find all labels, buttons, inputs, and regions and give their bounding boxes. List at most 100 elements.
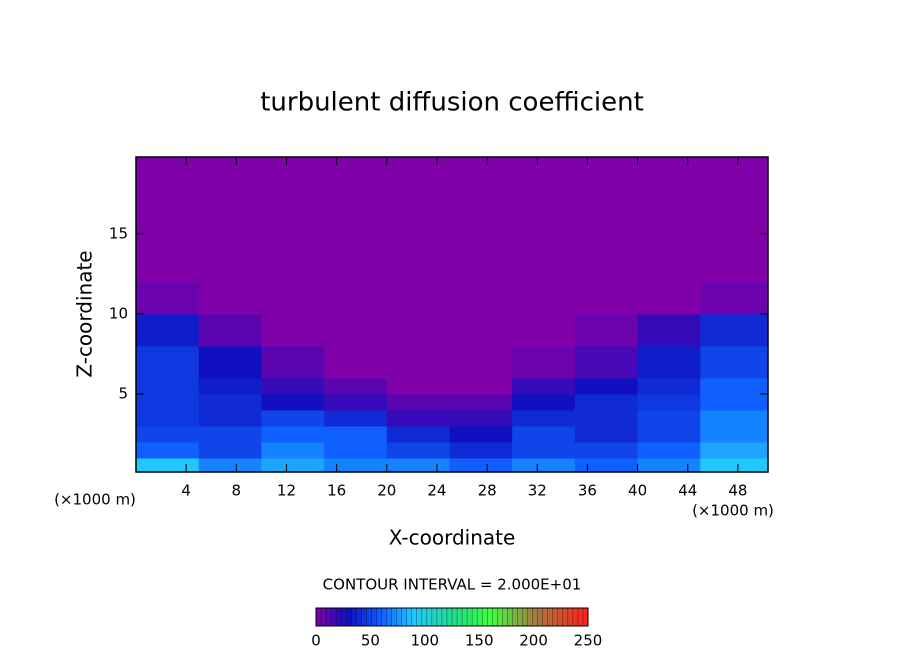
x-tick-label: 24 xyxy=(427,482,446,500)
x-tick-label: 4 xyxy=(181,482,191,500)
colorbar-swatch xyxy=(401,608,407,626)
cell xyxy=(512,345,576,379)
cell xyxy=(198,457,262,473)
colorbar-swatch xyxy=(416,608,423,626)
cell xyxy=(637,441,701,459)
colorbar-swatch xyxy=(326,608,332,626)
colorbar-swatch xyxy=(366,608,372,626)
cell xyxy=(386,157,450,283)
cell xyxy=(386,313,450,347)
x-unit-label: (×1000 m) xyxy=(54,491,136,509)
cell xyxy=(198,425,262,443)
cell xyxy=(136,313,200,347)
cell xyxy=(574,313,639,347)
cell xyxy=(574,157,639,283)
cell xyxy=(574,345,639,379)
cell xyxy=(512,313,576,347)
colorbar-swatch xyxy=(482,608,488,626)
cell xyxy=(324,441,388,459)
cell xyxy=(386,409,450,427)
x-tick-label: 8 xyxy=(232,482,242,500)
cell xyxy=(449,281,513,315)
cell xyxy=(449,313,513,347)
colorbar-swatch xyxy=(446,608,453,626)
colorbar-swatch xyxy=(567,608,574,626)
cell xyxy=(198,377,262,395)
plot-frame xyxy=(135,156,769,473)
colorbar-swatch xyxy=(396,608,402,626)
colorbar-swatch xyxy=(436,608,443,626)
colorbar-swatch xyxy=(492,608,498,626)
x-tick-label: 20 xyxy=(377,482,396,500)
cell xyxy=(512,157,576,283)
cell xyxy=(324,409,388,427)
x-tick-label: 28 xyxy=(478,482,497,500)
colorbar-swatch xyxy=(522,608,528,626)
y-tick-label: 10 xyxy=(109,304,128,322)
cell xyxy=(574,425,639,443)
cell xyxy=(449,345,513,379)
cell xyxy=(700,281,769,315)
colorbar-tick-label: 50 xyxy=(361,632,380,650)
colorbar-swatch xyxy=(411,608,418,626)
cell xyxy=(198,281,262,315)
colorbar-swatch xyxy=(512,608,518,626)
colorbar-swatch xyxy=(346,608,352,626)
colorbar-swatch xyxy=(351,608,357,626)
cell xyxy=(637,425,701,443)
cell xyxy=(449,457,513,473)
cell xyxy=(512,409,576,427)
colorbar-swatch xyxy=(321,608,327,626)
cell xyxy=(261,345,325,379)
cell xyxy=(449,157,513,283)
colorbar-swatch xyxy=(502,608,508,626)
colorbar-swatch xyxy=(507,608,513,626)
cell xyxy=(637,281,701,315)
cell xyxy=(700,313,769,347)
cell xyxy=(386,345,450,379)
colorbar-swatch xyxy=(517,608,523,626)
colorbar-tick-label: 100 xyxy=(410,632,439,650)
colorbar-swatch xyxy=(557,608,564,626)
cell xyxy=(261,281,325,315)
cell xyxy=(512,425,576,443)
x-tick-label: 40 xyxy=(628,482,647,500)
cell xyxy=(324,345,388,379)
colorbar-swatch xyxy=(582,608,589,626)
cell xyxy=(574,393,639,411)
cell xyxy=(449,441,513,459)
cell xyxy=(198,157,262,283)
cell xyxy=(324,313,388,347)
cell xyxy=(198,441,262,459)
colorbar-swatch xyxy=(552,608,559,626)
cell xyxy=(700,425,769,443)
colorbar-swatch xyxy=(361,608,367,626)
cell xyxy=(700,377,769,395)
cell xyxy=(324,281,388,315)
colorbar-swatch xyxy=(431,608,438,626)
colorbar-swatch xyxy=(316,608,322,626)
cell xyxy=(637,409,701,427)
cell xyxy=(637,393,701,411)
colorbar-tick-label: 150 xyxy=(465,632,494,650)
cell xyxy=(261,441,325,459)
colorbar-swatch xyxy=(527,608,533,626)
cell xyxy=(512,441,576,459)
cell xyxy=(637,377,701,395)
cell xyxy=(386,281,450,315)
cell xyxy=(261,377,325,395)
colorbar-swatch xyxy=(467,608,473,626)
cell xyxy=(574,409,639,427)
x-tick-label: 12 xyxy=(277,482,296,500)
colorbar-swatch xyxy=(462,608,468,626)
colorbar-swatch xyxy=(532,608,538,626)
cell xyxy=(637,345,701,379)
cell xyxy=(136,345,200,379)
colorbar-swatch xyxy=(381,608,387,626)
colorbar-frame xyxy=(315,607,589,627)
cell xyxy=(198,345,262,379)
y-tick-label: 15 xyxy=(109,224,128,242)
colorbar-swatch xyxy=(386,608,392,626)
cell xyxy=(136,457,200,473)
